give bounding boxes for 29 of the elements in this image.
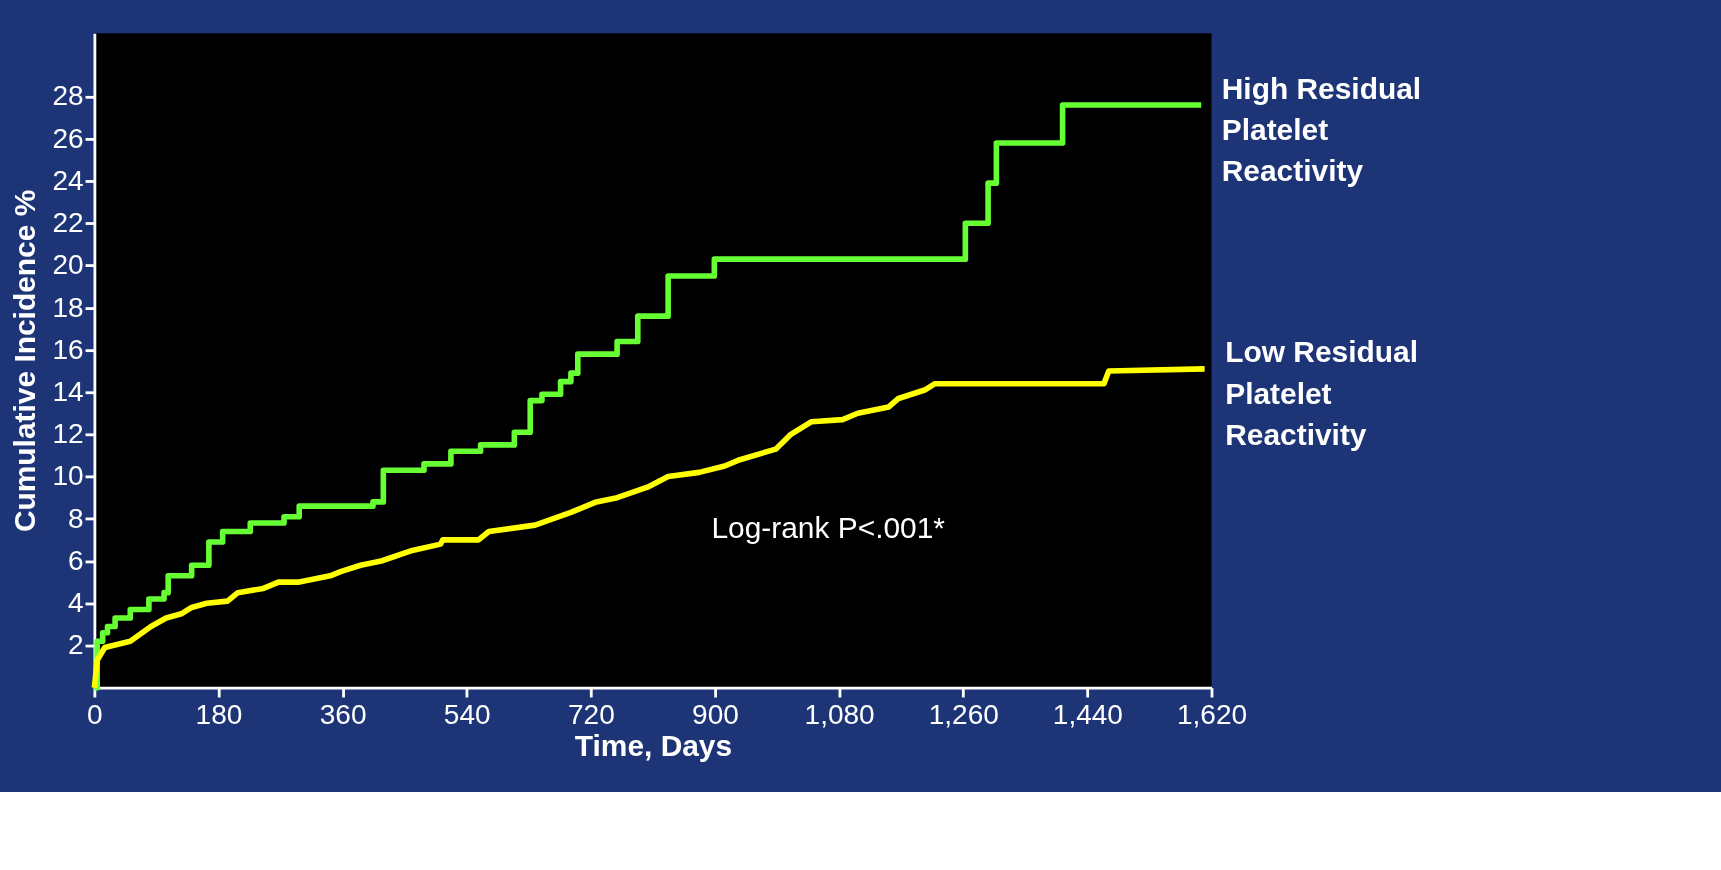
x-tick-label: 900 [692, 698, 739, 730]
y-tick-label: 6 [68, 544, 84, 576]
x-axis-title: Time, Days [574, 729, 733, 763]
y-tick-label: 28 [52, 80, 84, 112]
y-tick-label: 16 [52, 333, 84, 365]
x-tick-label: 1,260 [928, 698, 999, 730]
x-tick-label: 1,620 [1176, 698, 1248, 730]
y-tick-label: 26 [52, 122, 84, 154]
y-tick-label: 2 [68, 629, 84, 661]
x-tick-label: 1,440 [1052, 698, 1123, 730]
y-tick-label: 10 [52, 460, 84, 492]
y-tick-label: 14 [52, 376, 84, 408]
y-tick-label: 8 [68, 502, 84, 534]
y-tick-label: 4 [68, 587, 84, 619]
y-tick-label: 20 [52, 249, 84, 281]
annotation: Log-rank P<.001* [711, 511, 946, 545]
y-axis-title: Cumulative Incidence % [7, 189, 41, 533]
x-tick-label: 1,080 [804, 698, 875, 730]
series-label: High Residual Platelet Reactivity [1221, 71, 1422, 187]
series-label: Low Residual Platelet Reactivity [1225, 335, 1418, 451]
y-tick-label: 24 [52, 164, 84, 196]
y-tick-label: 12 [52, 418, 84, 450]
x-tick-label: 0 [87, 698, 103, 730]
x-tick-label: 540 [443, 698, 491, 730]
x-tick-label: 720 [567, 698, 615, 730]
x-tick-label: 360 [319, 698, 367, 730]
x-tick-label: 180 [195, 698, 243, 730]
y-tick-label: 18 [52, 291, 84, 323]
y-tick-label: 22 [52, 207, 84, 239]
